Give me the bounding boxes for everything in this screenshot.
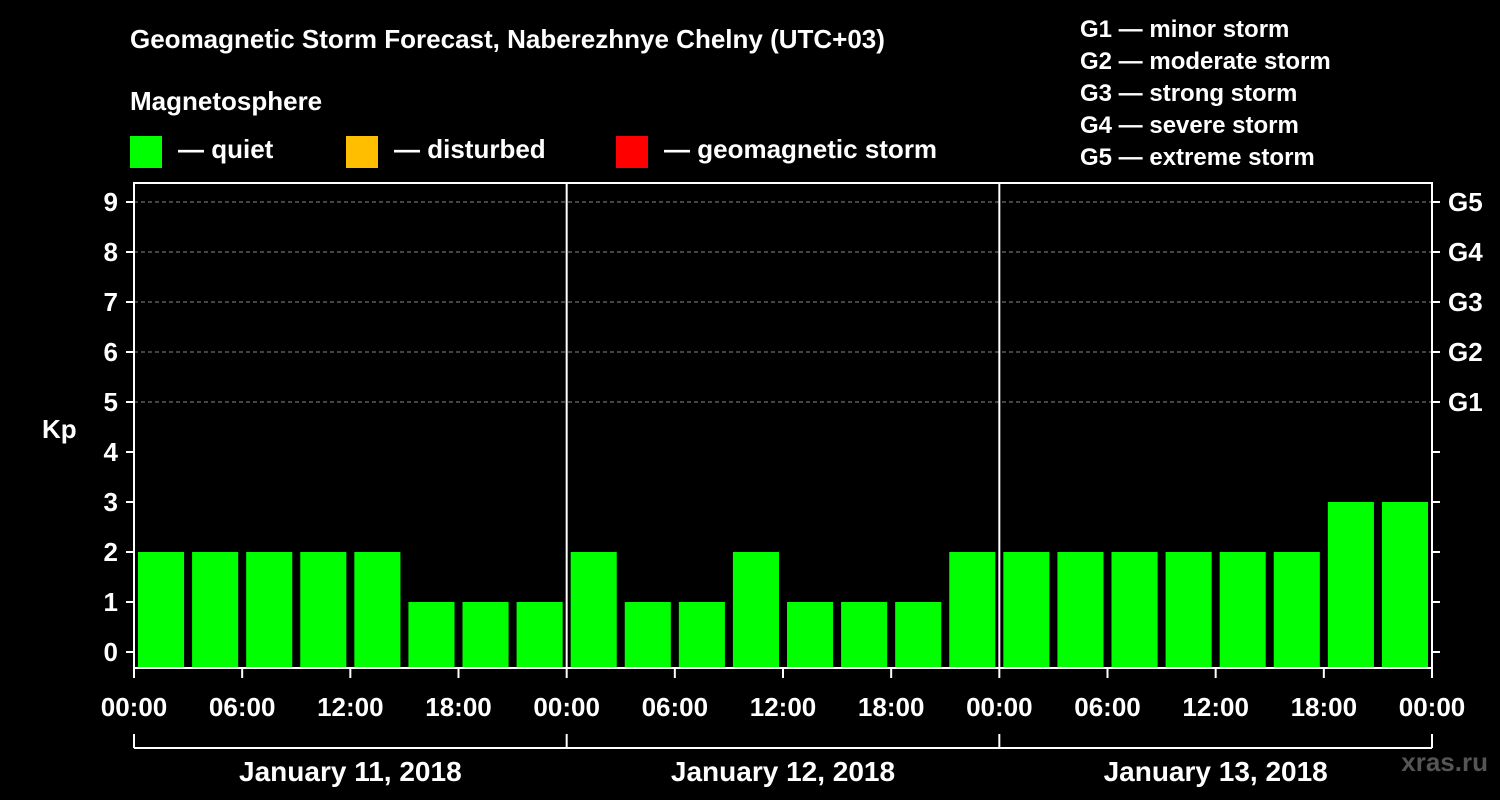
kp-bar bbox=[1273, 552, 1320, 668]
kp-bar bbox=[408, 602, 455, 668]
y-tick-label: 4 bbox=[104, 437, 119, 467]
storm-scale-g1: G1 — minor storm bbox=[1080, 16, 1290, 43]
legend-label-disturbed: — disturbed bbox=[394, 134, 546, 164]
storm-scale-g4: G4 — severe storm bbox=[1080, 112, 1299, 139]
kp-bar bbox=[138, 552, 185, 668]
kp-bar bbox=[462, 602, 509, 668]
legend-swatch-storm bbox=[616, 136, 648, 168]
y-axis-label: Kp bbox=[42, 414, 77, 444]
storm-level-label: G2 bbox=[1448, 337, 1483, 367]
y-tick-label: 0 bbox=[104, 637, 118, 667]
y-tick-label: 5 bbox=[104, 387, 118, 417]
x-tick-label: 06:00 bbox=[209, 692, 276, 722]
kp-bar bbox=[1057, 552, 1104, 668]
storm-level-label: G3 bbox=[1448, 287, 1483, 317]
kp-bar bbox=[570, 552, 617, 668]
y-tick-label: 3 bbox=[104, 487, 118, 517]
kp-bar bbox=[841, 602, 888, 668]
watermark: xras.ru bbox=[1401, 747, 1488, 777]
legend-swatch-disturbed bbox=[346, 136, 378, 168]
storm-level-label: G5 bbox=[1448, 187, 1483, 217]
legend-heading: Magnetosphere bbox=[130, 86, 323, 116]
kp-bar bbox=[1219, 552, 1266, 668]
kp-bar bbox=[1111, 552, 1158, 668]
kp-bar bbox=[1327, 502, 1374, 668]
kp-bar bbox=[949, 552, 996, 668]
x-tick-label: 00:00 bbox=[101, 692, 168, 722]
kp-bar bbox=[787, 602, 834, 668]
y-tick-label: 7 bbox=[104, 287, 118, 317]
kp-bar bbox=[1003, 552, 1050, 668]
day-label: January 12, 2018 bbox=[671, 756, 895, 787]
storm-level-label: G4 bbox=[1448, 237, 1483, 267]
legend-label-quiet: — quiet bbox=[178, 134, 274, 164]
x-tick-label: 00:00 bbox=[1399, 692, 1466, 722]
y-tick-label: 1 bbox=[104, 587, 118, 617]
kp-bar bbox=[678, 602, 725, 668]
legend-swatch-quiet bbox=[130, 136, 162, 168]
y-tick-label: 2 bbox=[104, 537, 118, 567]
storm-scale-g3: G3 — strong storm bbox=[1080, 80, 1298, 107]
storm-scale-g2: G2 — moderate storm bbox=[1080, 48, 1331, 75]
x-tick-label: 06:00 bbox=[1074, 692, 1141, 722]
x-tick-label: 00:00 bbox=[533, 692, 600, 722]
y-tick-label: 6 bbox=[104, 337, 118, 367]
storm-scale-g5: G5 — extreme storm bbox=[1080, 144, 1315, 171]
x-tick-label: 12:00 bbox=[317, 692, 384, 722]
day-label: January 13, 2018 bbox=[1104, 756, 1328, 787]
kp-bar bbox=[732, 552, 779, 668]
x-tick-label: 12:00 bbox=[1182, 692, 1249, 722]
legend-label-storm: — geomagnetic storm bbox=[664, 134, 938, 164]
x-tick-label: 18:00 bbox=[858, 692, 925, 722]
x-tick-label: 18:00 bbox=[425, 692, 492, 722]
y-tick-label: 9 bbox=[104, 187, 118, 217]
kp-bar bbox=[354, 552, 401, 668]
day-label: January 11, 2018 bbox=[239, 756, 462, 787]
storm-level-label: G1 bbox=[1448, 387, 1483, 417]
kp-bar bbox=[300, 552, 347, 668]
x-tick-label: 12:00 bbox=[750, 692, 817, 722]
kp-bar bbox=[516, 602, 563, 668]
x-tick-label: 00:00 bbox=[966, 692, 1033, 722]
kp-bar bbox=[895, 602, 942, 668]
kp-bar bbox=[1165, 552, 1212, 668]
kp-bar bbox=[624, 602, 671, 668]
x-tick-label: 18:00 bbox=[1291, 692, 1358, 722]
y-tick-label: 8 bbox=[104, 237, 118, 267]
chart-title: Geomagnetic Storm Forecast, Naberezhnye … bbox=[130, 24, 885, 54]
kp-bar bbox=[192, 552, 239, 668]
kp-bar bbox=[1381, 502, 1428, 668]
x-tick-label: 06:00 bbox=[642, 692, 709, 722]
kp-bar bbox=[246, 552, 293, 668]
